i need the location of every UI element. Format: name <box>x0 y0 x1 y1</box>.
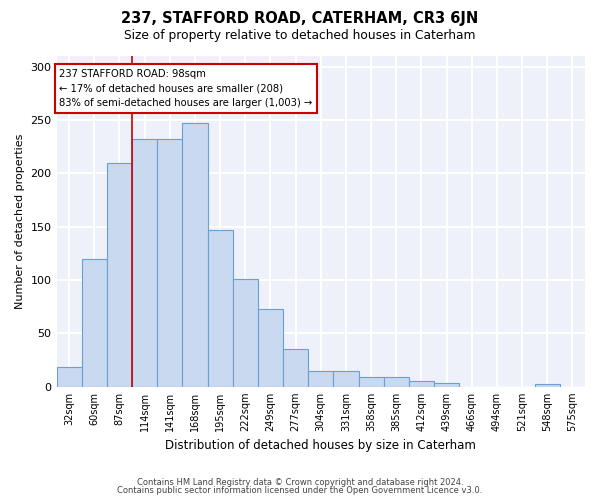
Bar <box>82 259 107 387</box>
Text: 237, STAFFORD ROAD, CATERHAM, CR3 6JN: 237, STAFFORD ROAD, CATERHAM, CR3 6JN <box>121 11 479 26</box>
Bar <box>208 230 233 387</box>
Text: Contains public sector information licensed under the Open Government Licence v3: Contains public sector information licen… <box>118 486 482 495</box>
Bar <box>132 139 157 387</box>
Bar <box>182 123 208 387</box>
Bar <box>283 350 308 387</box>
Bar <box>233 279 258 387</box>
Bar <box>409 382 434 387</box>
Bar <box>334 371 359 387</box>
Text: 237 STAFFORD ROAD: 98sqm
← 17% of detached houses are smaller (208)
83% of semi-: 237 STAFFORD ROAD: 98sqm ← 17% of detach… <box>59 69 313 108</box>
Text: Size of property relative to detached houses in Caterham: Size of property relative to detached ho… <box>124 29 476 42</box>
Bar <box>359 377 383 387</box>
Bar <box>56 366 82 387</box>
Bar <box>308 371 334 387</box>
Bar <box>383 377 409 387</box>
Text: Contains HM Land Registry data © Crown copyright and database right 2024.: Contains HM Land Registry data © Crown c… <box>137 478 463 487</box>
Bar <box>107 162 132 387</box>
Bar <box>434 382 459 387</box>
X-axis label: Distribution of detached houses by size in Caterham: Distribution of detached houses by size … <box>166 440 476 452</box>
Bar <box>535 384 560 387</box>
Bar <box>258 309 283 387</box>
Bar <box>157 139 182 387</box>
Y-axis label: Number of detached properties: Number of detached properties <box>15 134 25 309</box>
